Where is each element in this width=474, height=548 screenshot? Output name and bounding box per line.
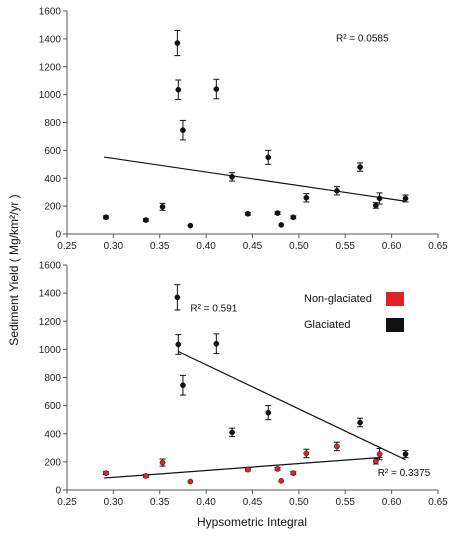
y-tick-label: 1600	[39, 261, 62, 272]
y-tick-label: 1400	[39, 289, 62, 300]
legend-label: Glaciated	[304, 319, 350, 331]
y-axis-title: Sediment Yield ( Mg/km²/yr )	[7, 194, 21, 345]
legend-label: Non-glaciated	[304, 293, 372, 305]
data-point	[357, 164, 363, 170]
top-panel: 0 200 400 600 800 1000 1200 1400 1600 0.25 0.30 0.3…	[39, 7, 448, 253]
x-tick-label: 0.25	[57, 497, 77, 508]
y-tick-label: 200	[44, 457, 61, 468]
y-tick-label: 0	[55, 230, 61, 241]
data-point	[174, 40, 181, 46]
data-point	[180, 127, 186, 134]
data-point	[229, 174, 235, 180]
x-tick-label: 0.55	[336, 497, 356, 508]
data-point	[402, 451, 409, 457]
trendline	[104, 156, 406, 202]
y-tick-label: 1200	[39, 62, 62, 73]
data-point	[142, 217, 149, 223]
y-tick-label: 600	[44, 401, 61, 412]
y-axis-title-group: Sediment Yield ( Mg/km²/yr )	[7, 194, 21, 345]
legend-swatch	[386, 292, 404, 306]
x-tick-label: 0.40	[196, 241, 216, 252]
data-point	[180, 382, 186, 389]
x-tick-label: 0.25	[57, 241, 77, 252]
y-tick-label: 400	[44, 174, 61, 185]
data-point	[290, 470, 297, 476]
y-tick-label: 800	[44, 373, 61, 384]
data-point	[265, 154, 272, 161]
trendline	[178, 350, 406, 461]
data-point	[229, 429, 235, 436]
x-tick-label: 0.50	[289, 497, 309, 508]
y-tick-label: 1400	[39, 34, 62, 45]
data-point	[278, 222, 285, 228]
y-tick-label: 400	[44, 429, 61, 440]
data-point	[334, 187, 340, 194]
x-tick-label: 0.55	[336, 241, 356, 252]
data-point	[376, 195, 383, 202]
x-tick-label: 0.65	[428, 241, 448, 252]
x-tick-label: 0.30	[104, 497, 124, 508]
data-point	[376, 451, 383, 457]
y-tick-label: 200	[44, 202, 61, 213]
y-tick-label: 1600	[39, 7, 62, 18]
data-point	[174, 294, 181, 301]
data-point	[402, 195, 409, 202]
y-tick-label: 1000	[39, 345, 62, 356]
data-point	[159, 203, 166, 210]
data-point	[213, 340, 220, 347]
bottom-panel: 0 200 400 600 800 1000 1200 1400 1600 0.25 0.30 0.3…	[39, 261, 448, 509]
data-point	[278, 478, 285, 484]
r-squared-annotation: R² = 0.3375	[378, 468, 431, 479]
data-point	[274, 466, 281, 472]
y-tick-label: 800	[44, 118, 61, 129]
r-squared-annotation: R² = 0.0585	[336, 34, 389, 45]
data-point	[245, 210, 251, 217]
data-point	[334, 443, 340, 450]
y-tick-label: 1000	[39, 90, 62, 101]
x-tick-label: 0.45	[243, 241, 263, 252]
x-tick-label: 0.60	[382, 241, 402, 252]
y-tick-label: 600	[44, 146, 61, 157]
data-point	[175, 341, 182, 348]
trendline	[104, 456, 383, 479]
r-squared-annotation: R² = 0.591	[190, 303, 237, 314]
data-point	[103, 214, 109, 221]
x-tick-label: 0.35	[150, 241, 170, 252]
data-point	[187, 478, 194, 485]
data-point	[245, 466, 251, 473]
x-tick-label: 0.30	[104, 241, 124, 252]
y-tick-label: 0	[55, 486, 61, 497]
x-tick-label: 0.35	[150, 497, 170, 508]
data-point	[303, 194, 310, 201]
data-point	[187, 222, 194, 229]
x-tick-label: 0.50	[289, 241, 309, 252]
data-point	[142, 473, 149, 479]
y-tick-label: 1200	[39, 317, 62, 328]
x-tick-label: 0.60	[382, 497, 402, 508]
data-point	[175, 86, 182, 93]
x-axis-title: Hypsometric Integral	[197, 515, 307, 529]
data-point	[213, 86, 220, 92]
data-point	[357, 419, 363, 426]
data-point	[290, 214, 297, 221]
legend-swatch	[386, 318, 404, 332]
data-point	[159, 459, 166, 466]
x-tick-label: 0.40	[196, 497, 216, 508]
x-tick-label: 0.65	[428, 497, 448, 508]
data-point	[103, 470, 109, 476]
data-point	[274, 210, 281, 216]
x-tick-label: 0.45	[243, 497, 263, 508]
data-point	[303, 450, 310, 457]
data-point	[265, 409, 272, 416]
